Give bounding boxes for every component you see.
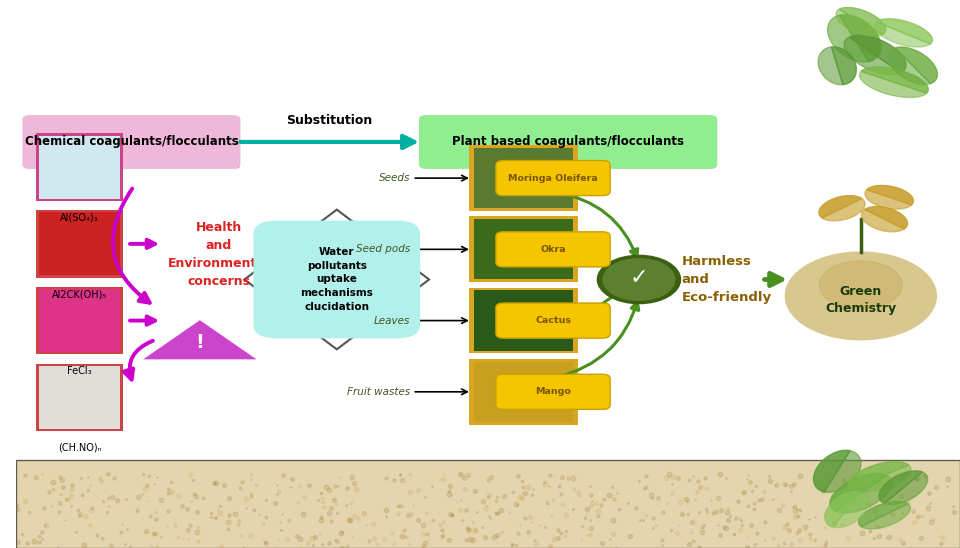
Polygon shape [819,196,862,218]
FancyBboxPatch shape [36,287,124,355]
Polygon shape [831,47,856,84]
Polygon shape [832,492,869,528]
Text: Plant based coagulants/flocculants: Plant based coagulants/flocculants [452,135,684,149]
Polygon shape [849,461,909,489]
Text: Seed pods: Seed pods [356,244,411,254]
Text: Leaves: Leaves [374,316,411,326]
Polygon shape [861,504,910,529]
FancyBboxPatch shape [39,366,120,429]
Polygon shape [822,198,865,221]
Polygon shape [876,19,932,44]
FancyBboxPatch shape [473,148,573,208]
FancyBboxPatch shape [473,362,573,422]
Polygon shape [835,475,892,513]
Polygon shape [836,9,882,36]
Circle shape [597,255,681,304]
FancyBboxPatch shape [496,303,611,338]
Polygon shape [858,501,908,527]
FancyBboxPatch shape [469,359,578,425]
Polygon shape [829,473,887,511]
FancyBboxPatch shape [36,364,124,431]
Text: Mango: Mango [535,387,571,396]
Text: Al(SO₄)₃: Al(SO₄)₃ [60,213,99,222]
Polygon shape [818,47,843,85]
Circle shape [785,252,936,340]
Text: Al2CK(OH)₅: Al2CK(OH)₅ [52,289,107,299]
FancyBboxPatch shape [496,374,611,409]
FancyBboxPatch shape [36,134,124,201]
FancyBboxPatch shape [421,117,714,167]
FancyBboxPatch shape [496,161,611,196]
Polygon shape [884,472,927,505]
Polygon shape [825,492,861,527]
Text: Okra: Okra [540,245,565,254]
Polygon shape [888,48,930,84]
Text: !: ! [196,333,204,352]
Polygon shape [879,471,923,504]
Polygon shape [245,210,429,350]
FancyBboxPatch shape [469,145,578,211]
FancyBboxPatch shape [473,219,573,279]
Text: Green
Chemistry: Green Chemistry [826,286,897,315]
Polygon shape [895,47,937,83]
FancyBboxPatch shape [36,210,124,277]
FancyBboxPatch shape [15,460,960,548]
FancyBboxPatch shape [39,212,120,275]
Polygon shape [143,320,256,359]
Circle shape [603,259,675,300]
Text: Harmless
and
Eco-friendly: Harmless and Eco-friendly [682,255,772,304]
Polygon shape [813,450,851,492]
Polygon shape [867,185,913,205]
Polygon shape [865,207,907,229]
Polygon shape [828,15,869,62]
Text: Substitution: Substitution [287,113,372,127]
Polygon shape [850,35,906,73]
Polygon shape [859,71,926,98]
FancyBboxPatch shape [253,221,420,339]
Text: ✓: ✓ [630,269,648,288]
Text: Seeds: Seeds [379,173,411,183]
Text: FeCl₃: FeCl₃ [67,366,92,376]
Text: (CH.NO)ₙ: (CH.NO)ₙ [58,443,101,453]
Polygon shape [861,67,928,93]
FancyBboxPatch shape [473,290,573,351]
Text: Chemical coagulants/flocculants: Chemical coagulants/flocculants [25,135,238,149]
FancyBboxPatch shape [39,289,120,352]
FancyBboxPatch shape [22,115,240,169]
Polygon shape [839,8,886,35]
FancyBboxPatch shape [469,216,578,282]
FancyBboxPatch shape [419,115,717,169]
FancyBboxPatch shape [496,232,611,267]
Polygon shape [861,209,904,232]
Polygon shape [840,15,881,61]
Polygon shape [875,22,930,47]
FancyBboxPatch shape [25,117,238,167]
Text: Fruit wastes: Fruit wastes [348,387,411,397]
FancyBboxPatch shape [39,136,120,199]
Polygon shape [825,450,861,492]
Text: Water
pollutants
uptake
mechanisms
clucidation: Water pollutants uptake mechanisms cluci… [300,247,373,312]
FancyBboxPatch shape [469,288,578,353]
Polygon shape [865,190,912,209]
Text: Cactus: Cactus [535,316,571,325]
Polygon shape [844,37,900,75]
Polygon shape [851,465,911,492]
Circle shape [819,261,902,309]
Text: Moringa Oleifera: Moringa Oleifera [508,174,598,182]
Text: Health
and
Environmental
concerns: Health and Environmental concerns [168,221,270,288]
